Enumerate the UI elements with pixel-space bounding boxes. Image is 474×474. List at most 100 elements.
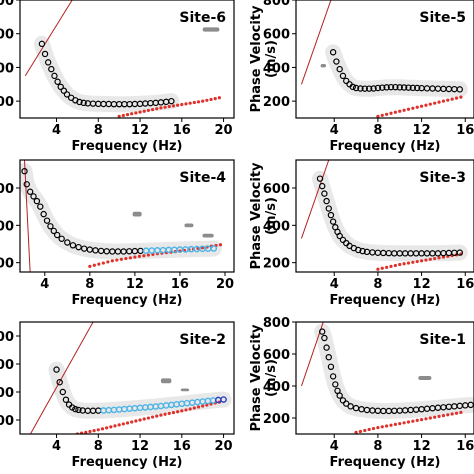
spectrum-blob [202, 27, 220, 32]
dispersion-point [383, 84, 390, 91]
x-tick-label: 4 [330, 123, 339, 138]
lower-limit-dot [424, 417, 428, 421]
y-axis-title-line: Phase Velocity [249, 162, 264, 270]
lower-limit-dot [176, 410, 180, 414]
x-tick-label: 12 [131, 123, 149, 138]
x-tick-label: 20 [216, 277, 234, 292]
lower-limit-dot [406, 420, 411, 424]
dispersion-point [400, 84, 408, 91]
lower-limit-dot [142, 254, 146, 258]
plot-content [300, 0, 468, 118]
upper-limit-line [300, 160, 330, 239]
lower-limit-dot [446, 413, 450, 417]
dispersion-point [23, 181, 30, 188]
dispersion-point [379, 84, 386, 91]
dispersion-point [327, 211, 335, 219]
dispersion-point [30, 193, 37, 200]
lower-limit-dot [150, 415, 155, 419]
lower-limit-dot [446, 98, 450, 102]
x-tick-label: 12 [413, 123, 431, 138]
x-tick-label: 16 [173, 439, 191, 454]
x-tick-label: 4 [52, 123, 61, 138]
x-tick-label: 4 [330, 277, 339, 292]
lower-limit-dot [180, 409, 184, 413]
lower-limit-dot [437, 100, 441, 104]
lower-limit-dot [454, 96, 459, 100]
panel-site-3: 4 8 12 16 200 400 600 Frequency (Hz) Phase Veloc… [249, 159, 474, 308]
x-tick-label: 16 [456, 123, 474, 138]
lower-limit-dot [134, 111, 138, 115]
dispersion-point [38, 40, 46, 48]
y-tick-label: 600 [263, 182, 290, 197]
y-tick-label: 600 [0, 28, 14, 43]
dispersion-point [396, 84, 403, 91]
dispersion-point [319, 182, 326, 190]
site-label: Site-4 [179, 170, 226, 186]
lower-limit-dot [113, 424, 117, 428]
dispersion-point [53, 231, 61, 239]
dispersion-point [355, 246, 362, 254]
dispersion-point [54, 78, 61, 85]
lower-limit-dot [146, 253, 150, 257]
y-tick-label: 600 [263, 348, 290, 363]
dispersion-point [339, 397, 347, 404]
x-axis-title: Frequency (Hz) [72, 293, 183, 308]
y-tick-label: 400 [263, 61, 290, 76]
lower-limit-dot [411, 106, 415, 110]
dispersion-point [343, 77, 350, 85]
lower-limit-dot [115, 258, 119, 262]
dispersion-point [456, 86, 464, 93]
upper-limit-line [24, 160, 31, 272]
lower-limit-dot [217, 96, 221, 100]
x-tick-label: 8 [94, 439, 103, 454]
dispersion-point [336, 392, 343, 399]
dispersion-point [347, 403, 354, 410]
refined-point [210, 245, 218, 252]
lower-limit-dot [205, 98, 209, 102]
lower-limit-dot [97, 262, 101, 266]
plot-frame [295, 0, 474, 119]
dispersion-point [64, 239, 71, 246]
y-tick-label: 800 [0, 0, 14, 9]
lower-limit-dot [402, 421, 406, 425]
dispersion-point [53, 366, 60, 373]
lower-limit-dot [419, 418, 424, 422]
lower-limit-dot [450, 97, 454, 101]
lower-limit-dot [213, 97, 217, 101]
lower-limit-dot [402, 262, 406, 266]
y-tick-label: 600 [0, 182, 14, 197]
lower-limit-dot [415, 105, 419, 109]
x-tick-label: 8 [373, 123, 382, 138]
lower-limit-dot [155, 107, 159, 111]
lower-limit-dot [119, 257, 123, 261]
lower-limit-dot [176, 103, 180, 107]
dispersion-point [359, 247, 366, 255]
x-tick-label: 8 [373, 277, 382, 292]
lower-limit-dot [428, 102, 432, 106]
lower-limit-dot [201, 404, 205, 408]
lower-limit-dot [424, 103, 428, 107]
lower-limit-dot [109, 425, 113, 429]
x-tick-label: 16 [173, 123, 191, 138]
lower-limit-dot [155, 414, 159, 418]
lower-limit-dot [133, 255, 137, 259]
site-label: Site-3 [419, 170, 466, 186]
lower-limit-dot [398, 422, 402, 426]
x-tick-label: 16 [456, 277, 474, 292]
lower-limit-dot [130, 112, 134, 116]
lower-limit-dot [367, 427, 371, 432]
dispersion-point [43, 217, 51, 224]
lower-limit-dot [411, 260, 415, 264]
lower-limit-dot [411, 419, 415, 423]
spectrum-blob [132, 211, 142, 217]
dispersion-point [336, 65, 343, 73]
lower-limit-dot [184, 102, 188, 106]
dispersion-point [325, 205, 332, 212]
lower-limit-dot [385, 112, 389, 116]
dispersion-point [343, 400, 350, 407]
x-tick-label: 4 [330, 439, 339, 454]
x-tick-label: 8 [85, 277, 94, 292]
y-tick-label: 200 [263, 257, 290, 272]
dispersion-point [333, 58, 340, 65]
